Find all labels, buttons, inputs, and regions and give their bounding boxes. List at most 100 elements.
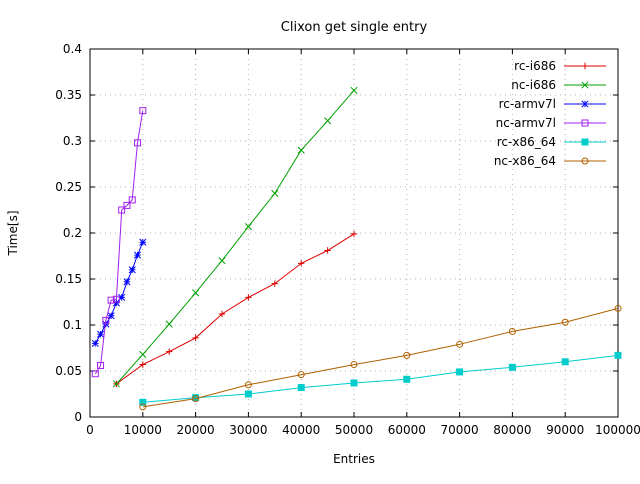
marker-square-filled-icon — [614, 351, 622, 359]
marker-circle-open-icon — [192, 395, 200, 403]
marker-circle-open-icon — [581, 157, 589, 165]
marker-plus-icon — [271, 280, 278, 287]
legend-entry-rc-armv7l: rc-armv7l — [499, 97, 606, 111]
marker-square-open-icon — [107, 296, 115, 304]
series-nc-x86_64 — [139, 304, 622, 411]
marker-cross-icon — [324, 117, 332, 125]
marker-plus-icon — [298, 260, 305, 267]
legend-label: nc-armv7l — [496, 116, 556, 130]
marker-cross-icon — [581, 81, 589, 89]
marker-square-filled-icon — [508, 363, 516, 371]
x-tick-label: 20000 — [177, 423, 215, 437]
series-line — [142, 307, 619, 408]
marker-square-filled-icon — [581, 138, 589, 146]
marker-star-icon — [581, 100, 589, 108]
marker-cross-icon — [350, 86, 358, 94]
series-line — [116, 90, 355, 385]
marker-square-open-icon — [128, 196, 136, 204]
legend-entry-rc-x86_64: rc-x86_64 — [497, 135, 606, 149]
marker-plus-icon — [350, 230, 358, 238]
marker-star-icon — [118, 293, 126, 301]
marker-circle-open-icon — [508, 327, 516, 335]
series-line — [142, 354, 619, 403]
marker-star-icon — [123, 278, 131, 286]
marker-plus-icon — [245, 294, 252, 301]
marker-square-open-icon — [102, 316, 110, 324]
marker-circle-open-icon — [350, 361, 358, 369]
x-tick-label: 100000 — [595, 423, 640, 437]
marker-square-open-icon — [112, 295, 120, 303]
marker-cross-icon — [218, 257, 226, 265]
x-axis-label: Entries — [333, 452, 375, 466]
marker-circle-open-icon — [244, 381, 252, 389]
series-nc-armv7l — [91, 107, 147, 378]
marker-plus-icon — [139, 361, 146, 368]
marker-star-icon — [107, 312, 115, 320]
marker-square-open-icon — [118, 206, 126, 214]
series-line — [116, 233, 355, 385]
y-tick-label: 0.15 — [55, 272, 82, 286]
marker-square-open-icon — [97, 361, 105, 369]
marker-circle-open-icon — [456, 340, 464, 348]
marker-star-icon — [97, 330, 105, 338]
legend-label: rc-armv7l — [499, 97, 556, 111]
x-tick-label: 60000 — [388, 423, 426, 437]
marker-circle-open-icon — [139, 403, 147, 411]
data-series — [91, 86, 622, 411]
y-tick-label: 0 — [74, 410, 82, 424]
y-axis-label: Time[s] — [6, 211, 20, 257]
marker-star-icon — [112, 299, 120, 307]
x-tick-label: 0 — [86, 423, 94, 437]
series-rc-i686 — [113, 230, 358, 388]
axis-ticks — [89, 48, 619, 418]
marker-cross-icon — [139, 350, 147, 358]
marker-cross-icon — [271, 189, 279, 197]
marker-square-filled-icon — [456, 368, 464, 376]
y-tick-label: 0.4 — [63, 42, 82, 56]
x-tick-label: 40000 — [282, 423, 320, 437]
marker-cross-icon — [165, 320, 173, 328]
legend-label: nc-i686 — [511, 78, 556, 92]
y-tick-label: 0.3 — [63, 134, 82, 148]
series-line — [94, 110, 144, 375]
marker-circle-open-icon — [297, 371, 305, 379]
axis-tick-labels: 0 10000 20000 30000 40000 50000 60000 70000 8000… — [55, 42, 640, 437]
marker-square-open-icon — [123, 201, 131, 209]
marker-square-open-icon — [581, 119, 589, 127]
marker-square-open-icon — [134, 139, 142, 147]
y-tick-label: 0.2 — [63, 226, 82, 240]
legend-label: rc-x86_64 — [497, 135, 556, 149]
series-nc-i686 — [112, 86, 358, 388]
marker-circle-open-icon — [403, 351, 411, 359]
x-tick-label: 30000 — [229, 423, 267, 437]
legend-entry-nc-armv7l: nc-armv7l — [496, 116, 606, 130]
marker-square-filled-icon — [403, 375, 411, 383]
marker-circle-open-icon — [561, 318, 569, 326]
chart-title: Clixon get single entry — [281, 20, 428, 35]
marker-star-icon — [91, 339, 99, 347]
marker-square-filled-icon — [561, 358, 569, 366]
marker-cross-icon — [192, 289, 200, 297]
x-tick-label: 90000 — [546, 423, 584, 437]
legend: rc-i686 nc-i686 rc-armv7l nc-armv7l rc-x86_6… — [494, 59, 606, 168]
marker-star-icon — [128, 266, 136, 274]
series-rc-x86_64 — [139, 351, 622, 406]
legend-entry-rc-i686: rc-i686 — [514, 59, 606, 73]
legend-entry-nc-i686: nc-i686 — [511, 78, 606, 92]
legend-label: nc-x86_64 — [494, 154, 556, 168]
y-tick-label: 0.1 — [63, 318, 82, 332]
marker-plus-icon — [218, 310, 226, 318]
marker-square-filled-icon — [350, 379, 358, 387]
x-tick-label: 10000 — [124, 423, 162, 437]
marker-cross-icon — [297, 146, 305, 154]
marker-plus-icon — [192, 334, 199, 342]
marker-square-open-icon — [91, 370, 99, 378]
marker-cross-icon — [244, 223, 252, 231]
marker-plus-icon — [166, 348, 173, 355]
legend-label: rc-i686 — [514, 59, 556, 73]
y-tick-label: 0.25 — [55, 180, 82, 194]
marker-circle-open-icon — [614, 304, 622, 312]
y-tick-label: 0.35 — [55, 88, 82, 102]
